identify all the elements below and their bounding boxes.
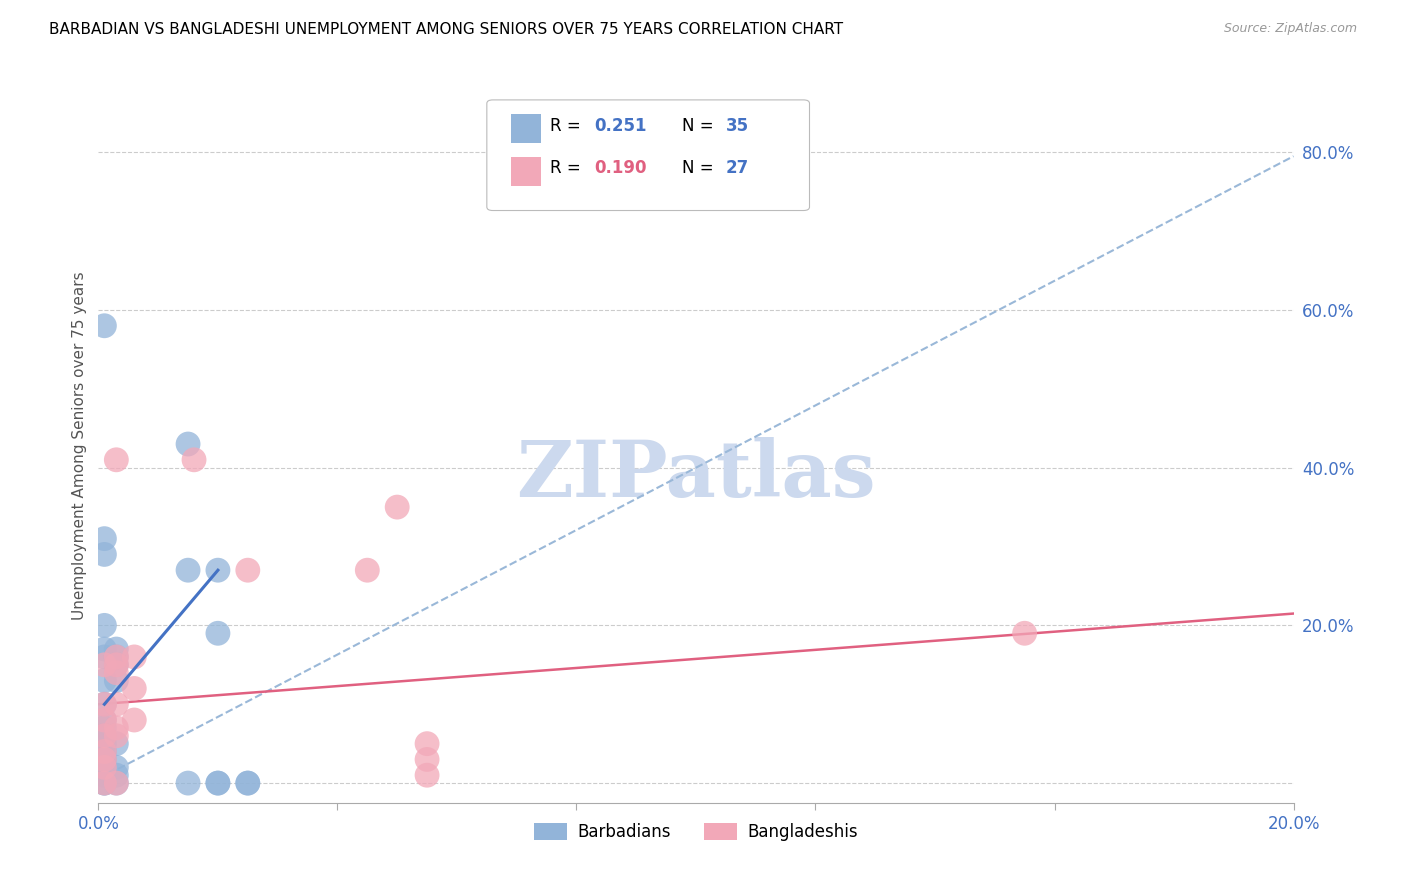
Text: 0.251: 0.251	[595, 117, 647, 135]
Text: R =: R =	[550, 160, 586, 178]
Text: Source: ZipAtlas.com: Source: ZipAtlas.com	[1223, 22, 1357, 36]
Point	[93, 737, 115, 751]
Point	[416, 768, 439, 782]
Point	[93, 729, 115, 743]
Point	[385, 500, 409, 515]
Point	[93, 698, 115, 712]
Point	[105, 776, 128, 790]
Point	[177, 563, 200, 577]
Point	[93, 768, 115, 782]
Point	[105, 776, 128, 790]
Point	[93, 776, 115, 790]
Point	[93, 760, 115, 774]
Text: N =: N =	[682, 117, 718, 135]
Point	[236, 776, 259, 790]
Point	[105, 737, 128, 751]
Text: BARBADIAN VS BANGLADESHI UNEMPLOYMENT AMONG SENIORS OVER 75 YEARS CORRELATION CH: BARBADIAN VS BANGLADESHI UNEMPLOYMENT AM…	[49, 22, 844, 37]
Point	[93, 729, 115, 743]
Point	[93, 318, 115, 333]
Point	[93, 673, 115, 688]
Point	[93, 752, 115, 766]
Point	[207, 626, 229, 640]
Text: 0.190: 0.190	[595, 160, 647, 178]
Point	[1014, 626, 1036, 640]
Point	[105, 665, 128, 680]
Point	[105, 452, 128, 467]
Point	[105, 698, 128, 712]
Point	[105, 649, 128, 664]
Point	[93, 752, 115, 766]
Point	[236, 776, 259, 790]
Point	[105, 729, 128, 743]
Point	[93, 532, 115, 546]
FancyBboxPatch shape	[510, 114, 541, 143]
Point	[124, 649, 146, 664]
FancyBboxPatch shape	[486, 100, 810, 211]
Point	[105, 657, 128, 672]
Point	[356, 563, 378, 577]
Point	[207, 776, 229, 790]
Point	[124, 681, 146, 696]
Legend: Barbadians, Bangladeshis: Barbadians, Bangladeshis	[527, 816, 865, 848]
Point	[105, 768, 128, 782]
Point	[93, 657, 115, 672]
Point	[93, 618, 115, 632]
Point	[93, 776, 115, 790]
Point	[105, 649, 128, 664]
Text: ZIPatlas: ZIPatlas	[516, 436, 876, 513]
Text: N =: N =	[682, 160, 718, 178]
Point	[207, 563, 229, 577]
Point	[93, 713, 115, 727]
Point	[93, 649, 115, 664]
Point	[177, 776, 200, 790]
Point	[236, 563, 259, 577]
Text: 35: 35	[725, 117, 749, 135]
Point	[105, 673, 128, 688]
Point	[105, 760, 128, 774]
Point	[124, 713, 146, 727]
Point	[93, 721, 115, 735]
Point	[93, 745, 115, 759]
Point	[93, 548, 115, 562]
Point	[416, 752, 439, 766]
Point	[93, 745, 115, 759]
Text: R =: R =	[550, 117, 586, 135]
Point	[93, 642, 115, 657]
Point	[207, 776, 229, 790]
Point	[93, 713, 115, 727]
Point	[105, 657, 128, 672]
Point	[177, 437, 200, 451]
Point	[416, 737, 439, 751]
Point	[93, 776, 115, 790]
Text: 27: 27	[725, 160, 749, 178]
Y-axis label: Unemployment Among Seniors over 75 years: Unemployment Among Seniors over 75 years	[72, 272, 87, 620]
Point	[183, 452, 205, 467]
Point	[105, 721, 128, 735]
FancyBboxPatch shape	[510, 157, 541, 186]
Point	[93, 698, 115, 712]
Point	[105, 642, 128, 657]
Point	[93, 760, 115, 774]
